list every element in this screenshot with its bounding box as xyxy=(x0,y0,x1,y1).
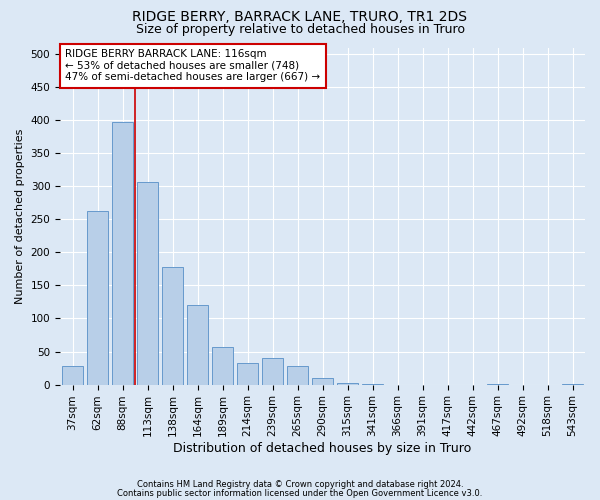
Text: Size of property relative to detached houses in Truro: Size of property relative to detached ho… xyxy=(136,22,464,36)
Text: Contains HM Land Registry data © Crown copyright and database right 2024.: Contains HM Land Registry data © Crown c… xyxy=(137,480,463,489)
Bar xyxy=(312,378,333,384)
Text: Contains public sector information licensed under the Open Government Licence v3: Contains public sector information licen… xyxy=(118,488,482,498)
Bar xyxy=(287,366,308,384)
Bar xyxy=(112,122,133,384)
Bar xyxy=(262,358,283,384)
Text: RIDGE BERRY BARRACK LANE: 116sqm
← 53% of detached houses are smaller (748)
47% : RIDGE BERRY BARRACK LANE: 116sqm ← 53% o… xyxy=(65,49,320,82)
X-axis label: Distribution of detached houses by size in Truro: Distribution of detached houses by size … xyxy=(173,442,472,455)
Bar xyxy=(87,211,108,384)
Bar xyxy=(337,382,358,384)
Bar xyxy=(187,306,208,384)
Bar xyxy=(62,366,83,384)
Text: RIDGE BERRY, BARRACK LANE, TRURO, TR1 2DS: RIDGE BERRY, BARRACK LANE, TRURO, TR1 2D… xyxy=(133,10,467,24)
Y-axis label: Number of detached properties: Number of detached properties xyxy=(15,128,25,304)
Bar xyxy=(137,182,158,384)
Bar xyxy=(162,267,183,384)
Bar xyxy=(237,364,258,384)
Bar xyxy=(212,347,233,385)
